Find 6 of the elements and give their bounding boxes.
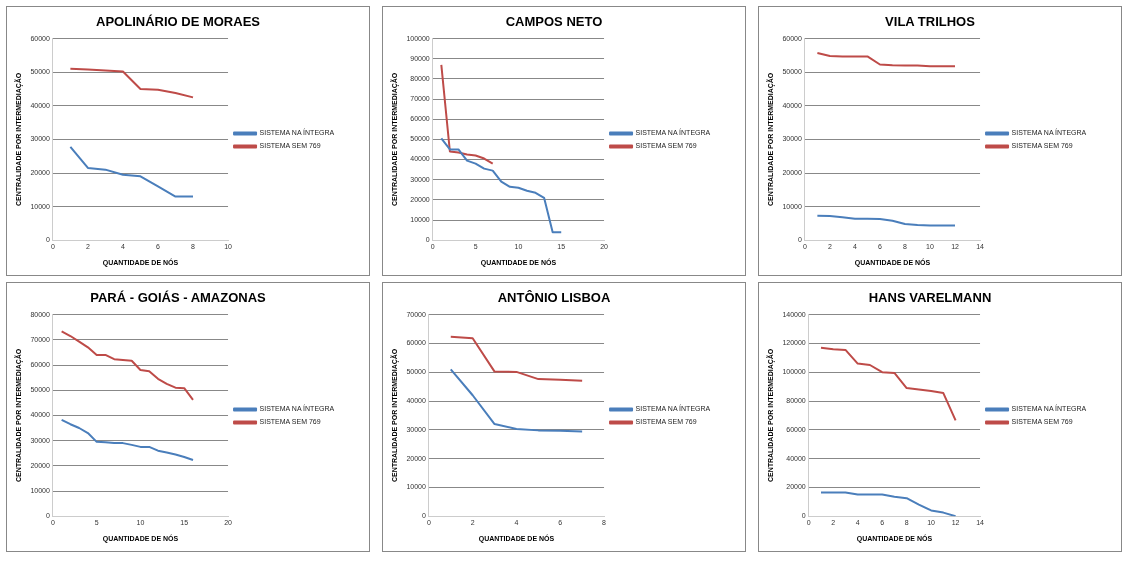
chart-title: CAMPOS NETO [505,14,603,30]
chart-title: VILA TRILHOS [885,14,976,30]
chart-title: PARÁ - GOIÁS - AMAZONAS [90,290,267,306]
chart-title: HANS VARELMANN [868,290,992,306]
chart-title: APOLINÁRIO DE MORAES [96,14,261,30]
chart-title: ANTÔNIO LISBOA [497,290,611,306]
